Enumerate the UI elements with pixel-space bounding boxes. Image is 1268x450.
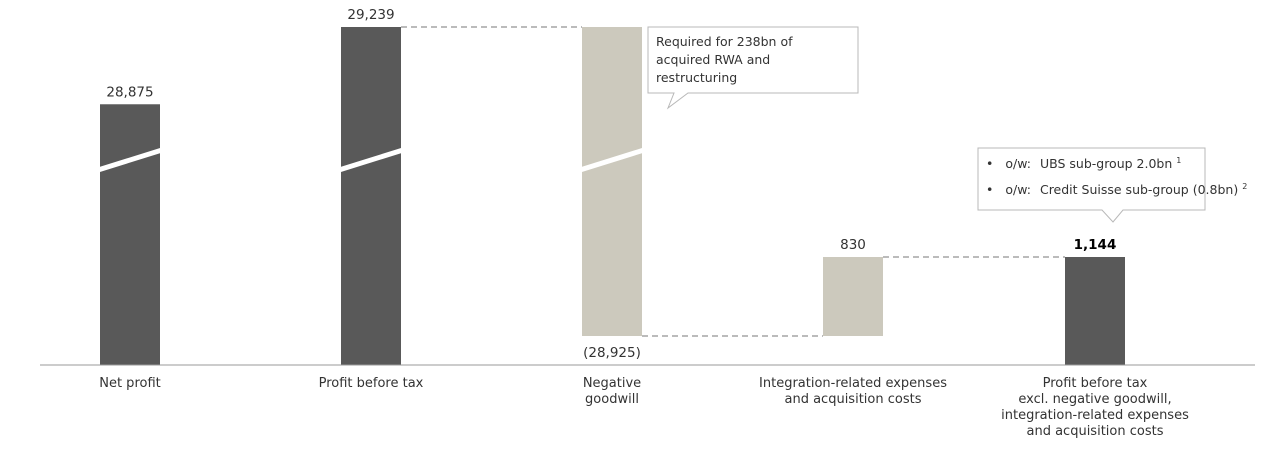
category-labels-layer: Net profit Profit before tax Negative goodw… bbox=[99, 376, 1189, 439]
category-label-line: excl. negative goodwill, bbox=[1018, 392, 1171, 407]
category-label-line: Negative bbox=[583, 376, 641, 391]
negative-goodwill-callout-line: Required for 238bn of bbox=[656, 34, 793, 49]
category-label: Profit before tax bbox=[319, 376, 424, 391]
bar bbox=[341, 27, 401, 365]
bar bbox=[100, 104, 160, 365]
category-label-line: Profit before tax bbox=[319, 376, 424, 391]
breakdown-text: UBS sub-group 2.0bn bbox=[1040, 156, 1172, 171]
bullet: • bbox=[986, 156, 993, 171]
ow-prefix: o/w: bbox=[1005, 156, 1031, 171]
axis-break-mark bbox=[338, 147, 404, 173]
negative-goodwill-callout-line: acquired RWA and bbox=[656, 52, 770, 67]
axis-break-layer bbox=[97, 147, 645, 173]
value-label: 830 bbox=[840, 237, 866, 253]
category-label-line: Profit before tax bbox=[1043, 376, 1148, 391]
bar bbox=[1065, 257, 1125, 365]
bar bbox=[582, 27, 642, 336]
footnote-ref: 1 bbox=[1176, 156, 1181, 165]
footnote-ref: 2 bbox=[1242, 182, 1247, 191]
category-label: Negative goodwill bbox=[583, 376, 641, 407]
ow-prefix: o/w: bbox=[1005, 182, 1031, 197]
value-label: 1,144 bbox=[1074, 237, 1117, 253]
breakdown-callout-box bbox=[977, 147, 1206, 223]
value-label: 28,875 bbox=[106, 84, 153, 100]
breakdown-text: Credit Suisse sub-group (0.8bn) bbox=[1040, 182, 1238, 197]
value-label: (28,925) bbox=[583, 345, 641, 361]
category-label-line: and acquisition costs bbox=[1027, 424, 1164, 439]
category-label-line: integration-related expenses bbox=[1001, 408, 1189, 423]
breakdown-line-cs: • o/w: Credit Suisse sub-group (0.8bn) 2 bbox=[986, 182, 1247, 197]
category-label-line: goodwill bbox=[585, 392, 639, 407]
value-label: 29,239 bbox=[347, 7, 394, 23]
bar bbox=[823, 257, 883, 336]
value-labels-layer: 28,875 29,239 (28,925) 830 1,144 bbox=[106, 7, 1116, 361]
category-label: Profit before tax excl. negative goodwill… bbox=[1001, 376, 1189, 439]
category-label-line: Integration-related expenses bbox=[759, 376, 947, 391]
negative-goodwill-callout-box bbox=[647, 26, 859, 110]
bullet: • bbox=[986, 182, 993, 197]
negative-goodwill-callout-line: restructuring bbox=[656, 70, 737, 85]
category-label: Integration-related expenses and acquisit… bbox=[759, 376, 947, 407]
bars-layer bbox=[100, 27, 1125, 365]
category-label: Net profit bbox=[99, 376, 161, 391]
connectors-layer bbox=[401, 26, 1065, 337]
axis-break-mark bbox=[97, 147, 163, 173]
breakdown-line-ubs: • o/w: UBS sub-group 2.0bn 1 bbox=[986, 156, 1181, 171]
category-label-line: Net profit bbox=[99, 376, 161, 391]
breakdown-callout: • o/w: UBS sub-group 2.0bn 1 • o/w: Cred… bbox=[977, 147, 1247, 223]
category-label-line: and acquisition costs bbox=[785, 392, 922, 407]
negative-goodwill-callout: Required for 238bn of acquired RWA and r… bbox=[647, 26, 859, 110]
axis-break-mark bbox=[579, 147, 645, 173]
